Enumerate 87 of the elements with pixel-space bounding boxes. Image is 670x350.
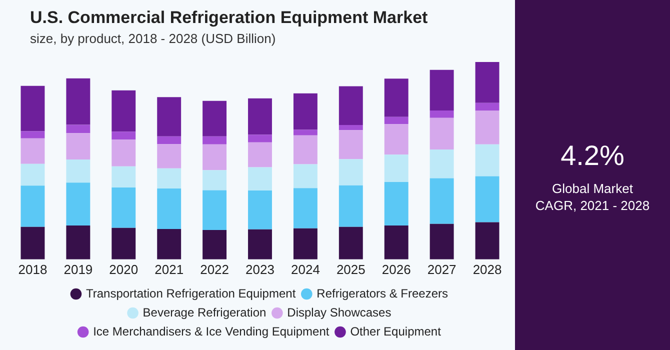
- bar: [430, 224, 454, 260]
- bar: [248, 98, 272, 135]
- bar: [338, 185, 363, 227]
- bar: [430, 178, 454, 224]
- x-tick-label: 2028: [472, 262, 502, 277]
- bar: [20, 138, 45, 164]
- bar: [384, 182, 408, 226]
- bar: [112, 90, 136, 132]
- bar: [112, 228, 136, 260]
- bar: [66, 160, 90, 183]
- bar: [248, 167, 272, 191]
- bar: [338, 86, 363, 125]
- bar: [475, 110, 500, 144]
- x-tick-label: 2026: [382, 262, 411, 277]
- bar: [248, 190, 272, 230]
- chart-title: U.S. Commercial Refrigeration Equipment Market: [30, 8, 428, 28]
- x-tick-label: 2024: [290, 262, 320, 277]
- bar: [66, 124, 90, 134]
- bar: [293, 188, 318, 228]
- x-tick-label: 2021: [154, 262, 184, 277]
- bar: [338, 130, 363, 160]
- bar: [202, 230, 227, 260]
- text: 4.2%: [560, 140, 626, 172]
- bar: [384, 78, 408, 117]
- x-tick-label: 2027: [427, 262, 456, 277]
- bar: [157, 144, 182, 168]
- legend-label: Refrigerators & Freezers: [316, 286, 448, 300]
- bar: [157, 188, 182, 229]
- bar: [338, 226, 363, 260]
- bar: [430, 110, 454, 118]
- bar: [430, 70, 454, 111]
- bar: [202, 100, 227, 136]
- legend-label: Display Showcases: [287, 305, 392, 320]
- legend-label: Beverage Refrigeration: [142, 305, 266, 320]
- bar: [66, 225, 90, 260]
- bar: [475, 176, 500, 222]
- bar: [475, 102, 500, 111]
- bar: [20, 131, 45, 138]
- bar: [157, 136, 182, 144]
- bar: [202, 190, 227, 230]
- bar: [475, 62, 500, 103]
- bar: [384, 225, 408, 260]
- legend-label: Transportation Refrigeration Equipment: [86, 286, 296, 300]
- bar: [384, 124, 408, 155]
- bar: [157, 168, 182, 189]
- bar: [248, 142, 272, 168]
- bar: [112, 188, 136, 228]
- x-tick-label: 2022: [200, 262, 230, 277]
- x-tick-label: 2018: [18, 262, 48, 277]
- x-tick-label: 2023: [246, 262, 274, 277]
- bar: [248, 134, 272, 142]
- bar: [202, 136, 227, 144]
- bar: [475, 222, 500, 260]
- bar: [66, 133, 90, 160]
- bar: [293, 130, 318, 136]
- bar: [384, 116, 408, 124]
- bar: [430, 149, 454, 178]
- bar: [112, 132, 136, 140]
- x-tick-label: 2025: [336, 262, 366, 277]
- bar: [293, 93, 318, 130]
- bar: [202, 170, 227, 190]
- bar: [430, 118, 454, 150]
- bar: [157, 229, 182, 260]
- chart-subtitle: size, by product, 2018 - 2028 (USD Billion): [30, 31, 276, 46]
- bar: [157, 97, 182, 136]
- bar: [384, 154, 408, 182]
- bar: [248, 229, 272, 260]
- bar: [293, 164, 318, 188]
- x-tick-label: 2019: [64, 262, 93, 277]
- bar: [293, 228, 318, 260]
- bar: [293, 135, 318, 164]
- bar: [112, 166, 136, 188]
- bar: [112, 140, 136, 166]
- bar: [338, 159, 363, 186]
- bar: [202, 144, 227, 170]
- bar: [20, 186, 45, 227]
- bar: [338, 124, 363, 130]
- bar: [66, 182, 90, 226]
- bar: [475, 144, 500, 176]
- legend-label: Other Equipment: [350, 324, 442, 338]
- bar: [20, 86, 45, 132]
- bar: [66, 78, 90, 125]
- bar: [20, 164, 45, 186]
- bar: [20, 226, 45, 260]
- x-tick-label: 2020: [109, 262, 138, 277]
- legend-label: Ice Merchandisers & Ice Vending Equipment: [93, 324, 330, 338]
- text: Global Market CAGR, 2021 - 2028: [535, 180, 650, 214]
